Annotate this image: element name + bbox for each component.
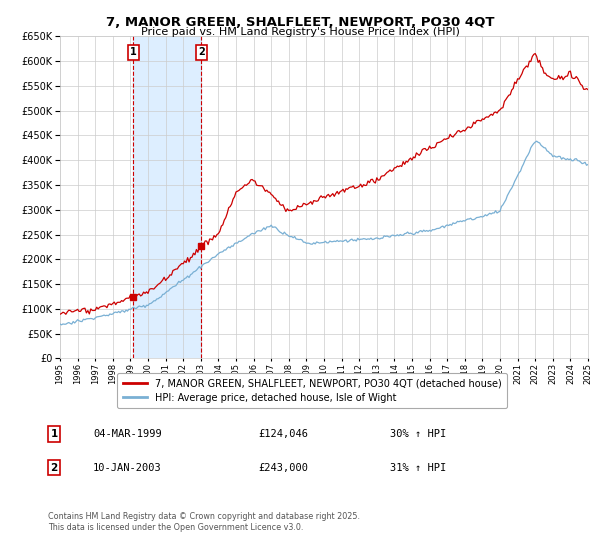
Text: £243,000: £243,000: [258, 463, 308, 473]
Text: 2: 2: [50, 463, 58, 473]
Text: 10-JAN-2003: 10-JAN-2003: [93, 463, 162, 473]
Text: 30% ↑ HPI: 30% ↑ HPI: [390, 429, 446, 439]
Text: Price paid vs. HM Land Registry's House Price Index (HPI): Price paid vs. HM Land Registry's House …: [140, 27, 460, 37]
Text: 1: 1: [130, 47, 137, 57]
Text: 1: 1: [50, 429, 58, 439]
Text: 31% ↑ HPI: 31% ↑ HPI: [390, 463, 446, 473]
Text: 04-MAR-1999: 04-MAR-1999: [93, 429, 162, 439]
Text: 2: 2: [198, 47, 205, 57]
Legend: 7, MANOR GREEN, SHALFLEET, NEWPORT, PO30 4QT (detached house), HPI: Average pric: 7, MANOR GREEN, SHALFLEET, NEWPORT, PO30…: [117, 373, 507, 408]
Text: £124,046: £124,046: [258, 429, 308, 439]
Text: Contains HM Land Registry data © Crown copyright and database right 2025.
This d: Contains HM Land Registry data © Crown c…: [48, 512, 360, 532]
Bar: [133, 36, 202, 358]
Text: 7, MANOR GREEN, SHALFLEET, NEWPORT, PO30 4QT: 7, MANOR GREEN, SHALFLEET, NEWPORT, PO30…: [106, 16, 494, 29]
